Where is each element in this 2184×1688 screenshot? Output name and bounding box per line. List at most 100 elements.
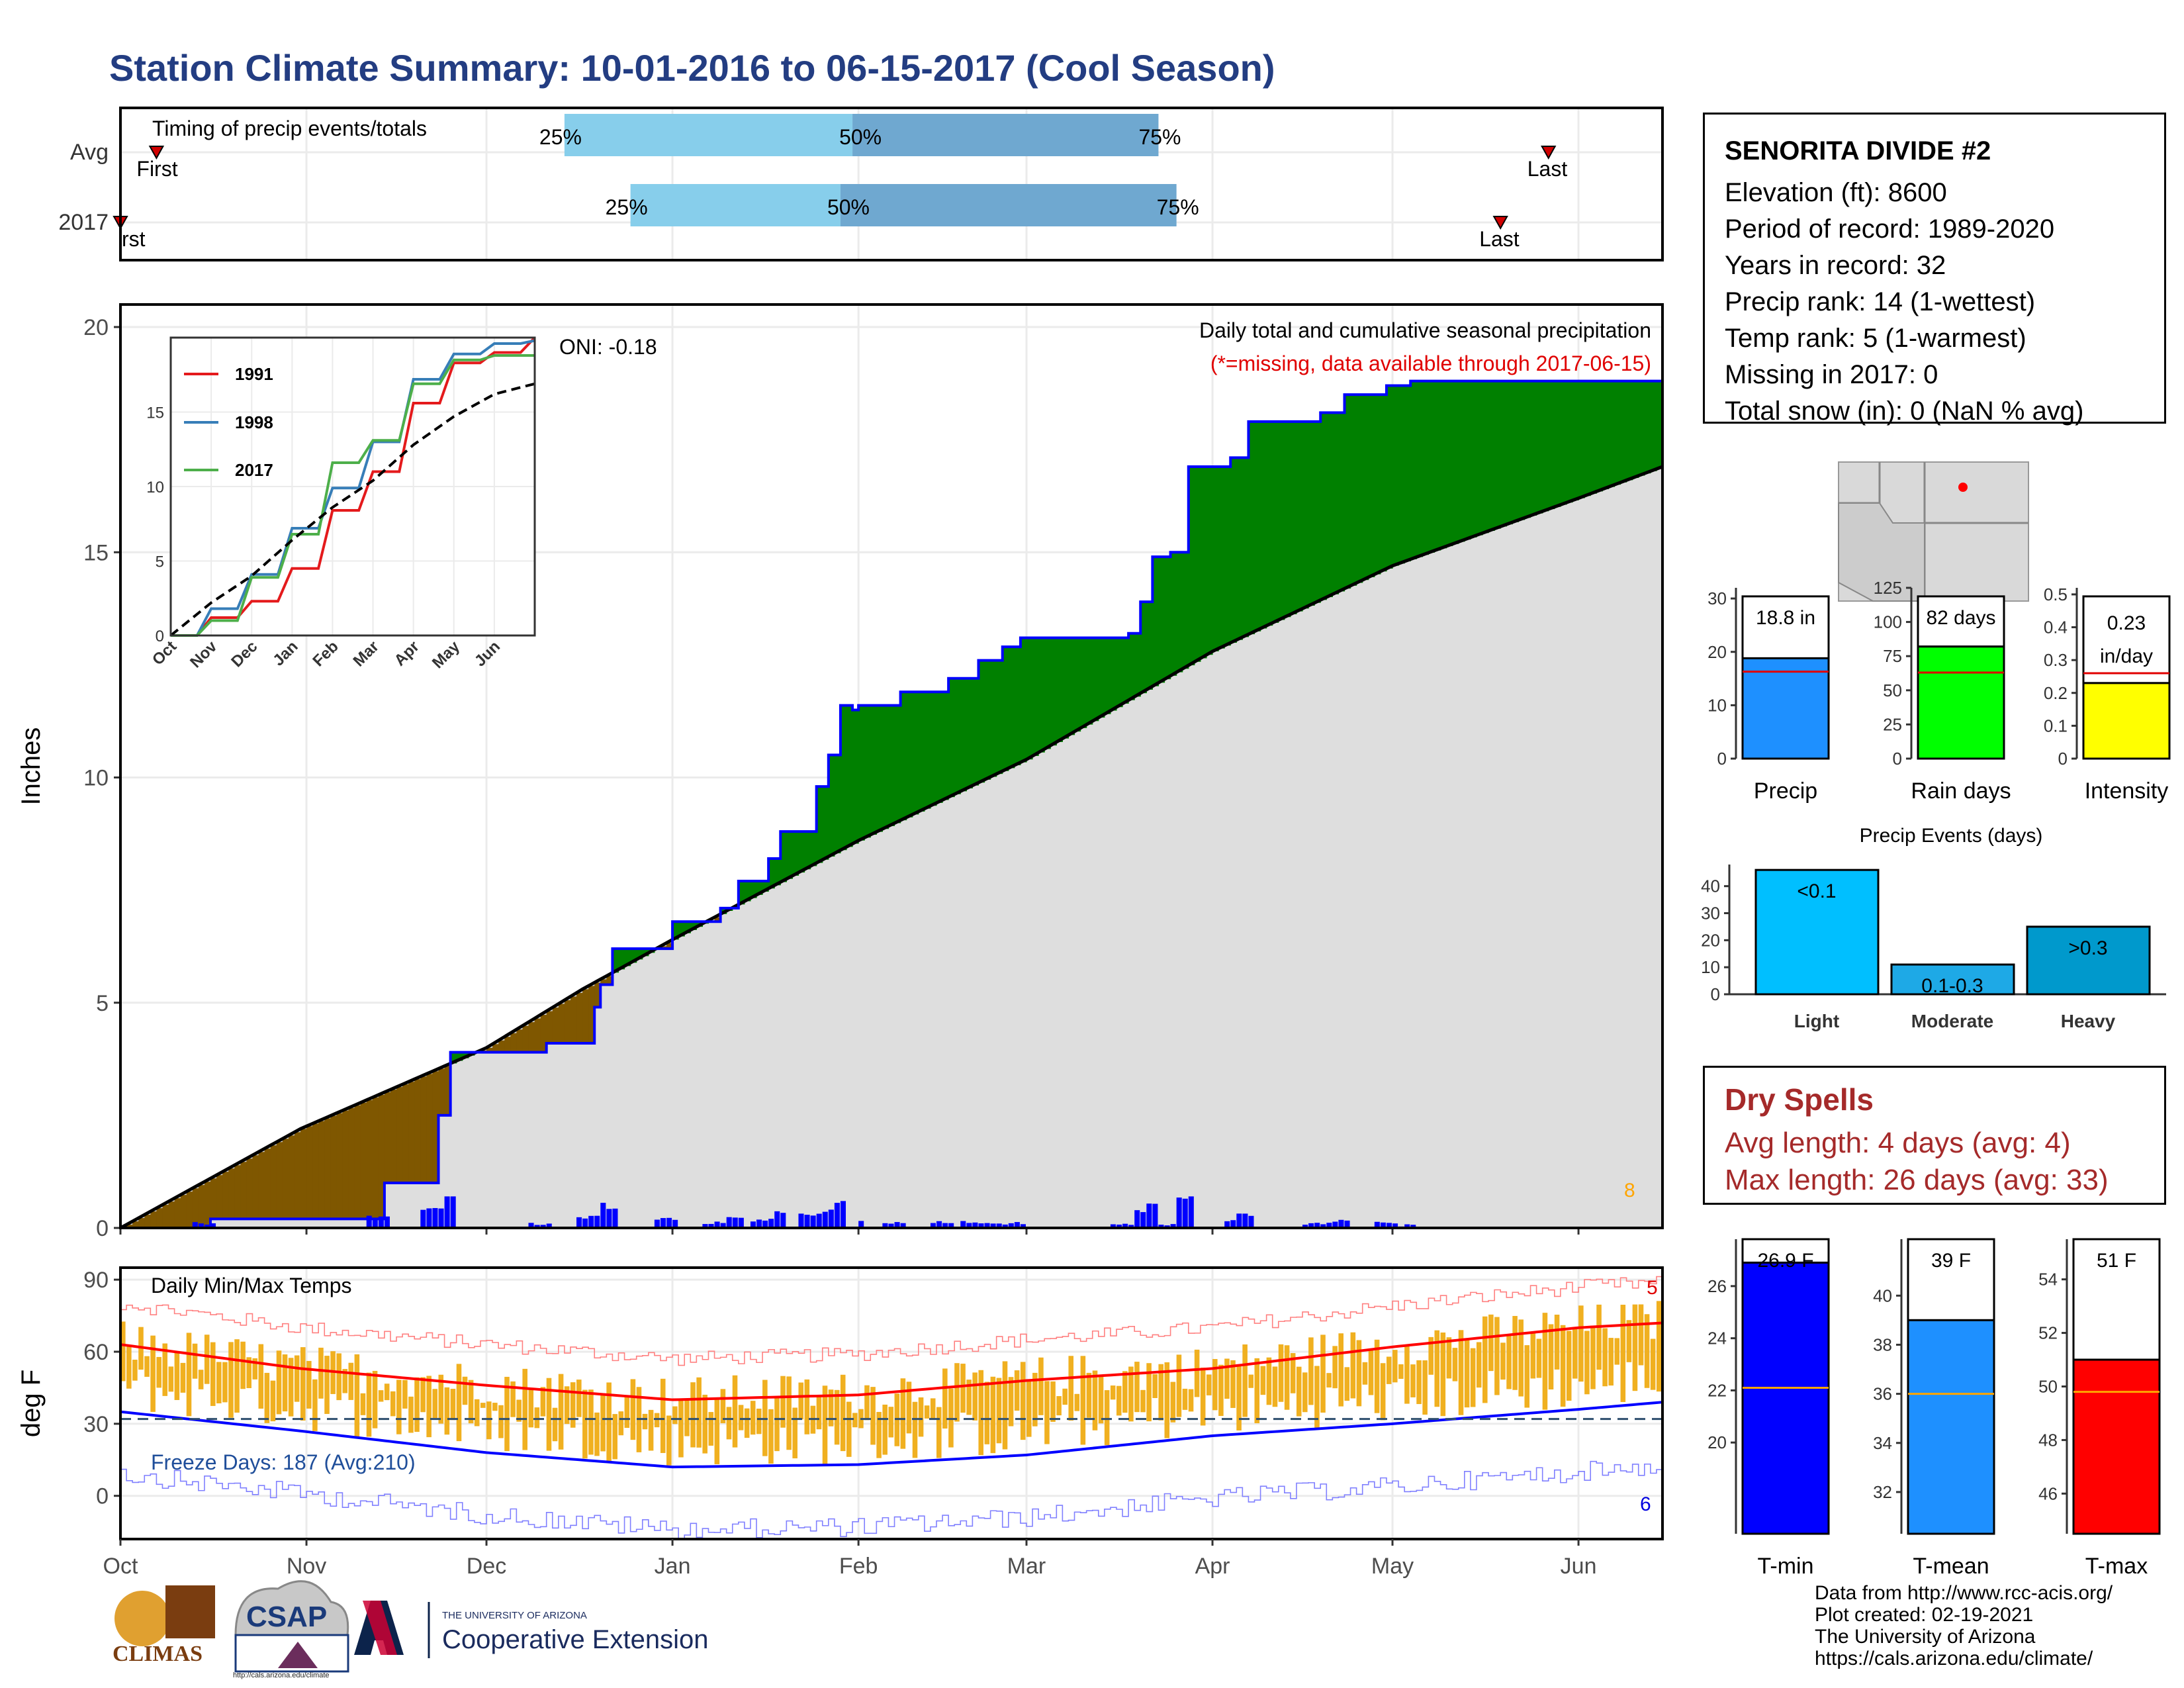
totals-label-box bbox=[2082, 595, 2171, 684]
daily-temp-bar bbox=[1434, 1330, 1440, 1407]
daily-precip-bar bbox=[450, 1196, 456, 1228]
daily-precip-bar bbox=[720, 1223, 726, 1228]
below-average-fill bbox=[138, 1218, 145, 1228]
above-average-fill bbox=[1110, 637, 1117, 711]
inset-legend-label: 2017 bbox=[235, 460, 273, 480]
dry-spells-heading: Dry Spells bbox=[1725, 1082, 1874, 1117]
precip-y-tick-label: 15 bbox=[83, 540, 109, 565]
daily-temp-bar bbox=[1158, 1364, 1164, 1421]
daily-temp-bar bbox=[396, 1380, 402, 1434]
daily-temp-bar bbox=[120, 1321, 126, 1382]
daily-temp-bar bbox=[222, 1362, 228, 1403]
above-average-fill bbox=[810, 831, 817, 867]
daily-temp-bar bbox=[1608, 1338, 1614, 1386]
totals-bar bbox=[1741, 657, 1830, 760]
daily-temp-bar bbox=[204, 1335, 210, 1384]
below-average-fill bbox=[432, 1071, 439, 1183]
daily-precip-bar bbox=[1248, 1215, 1254, 1228]
daily-precip-bar bbox=[972, 1222, 978, 1228]
station-snow: Total snow (in): 0 (NaN % avg) bbox=[1725, 397, 2084, 426]
timing-pct-label: 50% bbox=[827, 195, 870, 219]
above-average-fill bbox=[1392, 385, 1399, 566]
below-average-fill bbox=[192, 1188, 199, 1228]
daily-temp-bar bbox=[252, 1358, 258, 1380]
totals-tick-label: 0.1 bbox=[2044, 716, 2068, 735]
daily-precip-bar bbox=[1146, 1203, 1152, 1228]
above-average-fill bbox=[1644, 381, 1651, 474]
below-average-fill bbox=[558, 1004, 565, 1043]
below-average-fill bbox=[516, 1029, 523, 1053]
above-average-fill bbox=[906, 692, 913, 818]
record-min-line bbox=[120, 1458, 1663, 1540]
daily-temp-bar bbox=[414, 1377, 420, 1432]
above-average-fill bbox=[1020, 637, 1027, 763]
above-average-fill bbox=[888, 705, 895, 826]
daily-precip-bar bbox=[528, 1223, 534, 1228]
daily-temp-bar bbox=[1590, 1325, 1596, 1389]
daily-temp-bar bbox=[444, 1387, 450, 1435]
below-average-fill bbox=[270, 1145, 277, 1219]
above-average-fill bbox=[1500, 381, 1507, 527]
tmean-label-box bbox=[1907, 1238, 1995, 1321]
above-average-fill bbox=[1428, 381, 1435, 553]
above-average-fill bbox=[1464, 381, 1471, 540]
above-average-fill bbox=[816, 786, 823, 863]
daily-temp-bar bbox=[1410, 1364, 1416, 1397]
daily-temp-bar bbox=[1020, 1362, 1026, 1440]
daily-temp-bar bbox=[1026, 1380, 1032, 1437]
above-average-fill bbox=[948, 678, 955, 798]
station-name: SENORITA DIVIDE #2 bbox=[1725, 136, 1991, 165]
daily-precip-bar bbox=[546, 1223, 552, 1228]
above-average-fill bbox=[1050, 637, 1057, 746]
inset-y-tick-label: 10 bbox=[146, 479, 164, 496]
daily-precip-bar bbox=[1176, 1197, 1182, 1228]
above-average-fill bbox=[1368, 395, 1375, 577]
above-average-fill bbox=[1338, 412, 1345, 592]
daily-temp-bar bbox=[504, 1376, 510, 1452]
daily-temp-bar bbox=[1218, 1364, 1224, 1417]
average-min-temp-line bbox=[120, 1401, 1663, 1469]
daily-temp-bar bbox=[1080, 1356, 1086, 1445]
daily-temp-bar bbox=[180, 1362, 186, 1393]
daily-temp-bar bbox=[864, 1385, 870, 1421]
daily-temp-bar bbox=[1446, 1337, 1452, 1379]
last-event-marker bbox=[1541, 146, 1557, 160]
above-average-fill bbox=[882, 705, 889, 829]
daily-temp-bar bbox=[1320, 1335, 1326, 1413]
daily-temp-bar bbox=[1620, 1304, 1626, 1402]
daily-precip-bar bbox=[444, 1196, 450, 1228]
event-bar-label: 0.1-0.3 bbox=[1921, 975, 1983, 997]
tmean-tick-label: 52 bbox=[2038, 1323, 2058, 1343]
temp-title: Daily Min/Max Temps bbox=[151, 1274, 351, 1297]
daily-temp-bar bbox=[1536, 1338, 1542, 1378]
above-average-fill bbox=[1506, 381, 1513, 525]
above-average-fill bbox=[1380, 395, 1387, 572]
daily-temp-bar bbox=[768, 1409, 774, 1464]
above-average-fill bbox=[1068, 637, 1075, 735]
daily-temp-bar bbox=[870, 1387, 876, 1445]
ua-big-text: Cooperative Extension bbox=[442, 1625, 709, 1654]
daily-temp-bar bbox=[582, 1389, 588, 1459]
above-average-fill bbox=[1032, 637, 1039, 757]
below-average-fill bbox=[420, 1076, 427, 1183]
tmean-tick-label: 40 bbox=[1873, 1286, 1892, 1305]
totals-label-box bbox=[1741, 595, 1830, 659]
daily-temp-bar bbox=[570, 1382, 576, 1428]
daily-precip-bar bbox=[1410, 1225, 1416, 1228]
above-average-fill bbox=[1566, 381, 1573, 503]
daily-temp-bar bbox=[828, 1389, 834, 1427]
above-average-fill bbox=[1452, 381, 1459, 544]
below-average-fill bbox=[282, 1139, 289, 1219]
daily-temp-bar bbox=[372, 1370, 378, 1429]
above-average-fill bbox=[1092, 637, 1099, 722]
daily-temp-bar bbox=[900, 1378, 906, 1449]
above-average-fill bbox=[1404, 385, 1411, 562]
below-average-fill bbox=[228, 1168, 235, 1219]
month-x-tick-label: Jun bbox=[1561, 1554, 1597, 1579]
below-average-fill bbox=[156, 1208, 163, 1228]
station-years: Years in record: 32 bbox=[1725, 251, 1946, 280]
daily-precip-bar bbox=[582, 1218, 588, 1228]
tmean-value-label: 39 F bbox=[1931, 1250, 1971, 1272]
above-average-fill bbox=[1398, 385, 1405, 564]
daily-precip-bar bbox=[192, 1222, 198, 1228]
